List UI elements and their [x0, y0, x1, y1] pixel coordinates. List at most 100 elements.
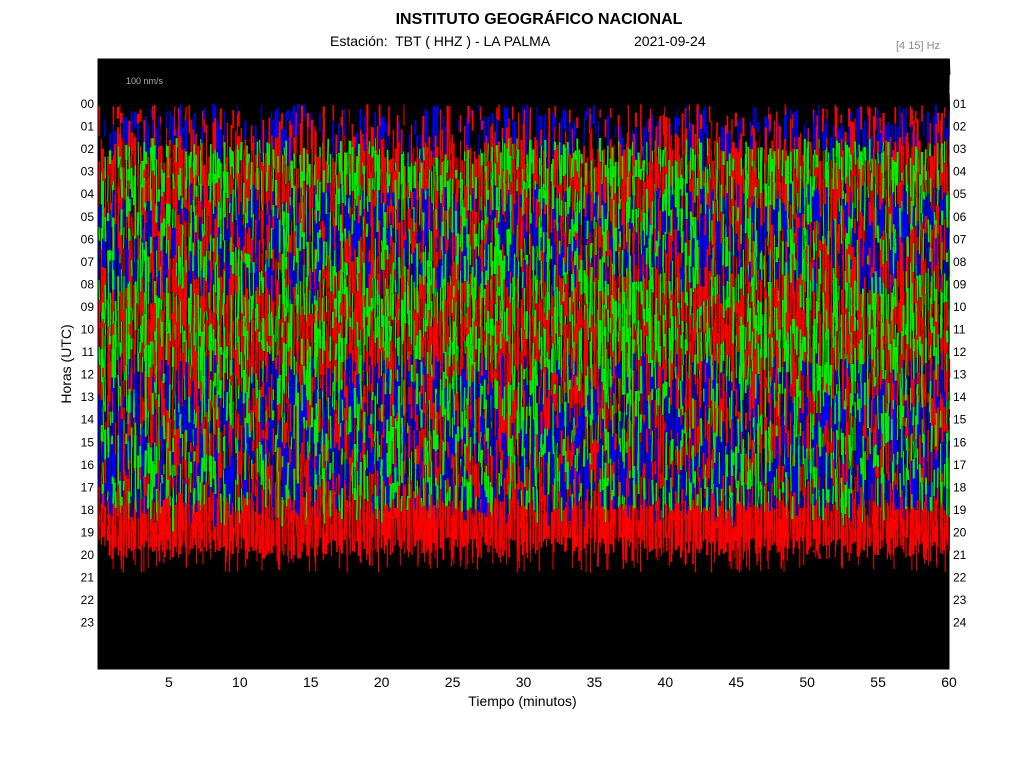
trace-segment [348, 463, 350, 475]
trace-segment [463, 387, 466, 410]
trace-segment [471, 233, 474, 267]
trace-segment [343, 89, 347, 109]
trace-segment [237, 289, 240, 320]
trace-segment [363, 209, 366, 231]
trace-segment [487, 216, 489, 229]
trace-segment [469, 108, 472, 118]
trace-segment [341, 203, 344, 233]
trace-segment [153, 382, 157, 393]
trace-segment [477, 338, 481, 372]
trace-segment [343, 121, 346, 137]
trace-segment [193, 504, 196, 519]
trace-segment [134, 488, 137, 513]
trace-segment [444, 538, 448, 550]
trace-segment [111, 334, 115, 368]
trace-segment [383, 184, 387, 204]
trace-segment [264, 317, 268, 334]
trace-segment [380, 218, 384, 241]
trace-segment [102, 357, 105, 368]
trace-segment [517, 229, 520, 261]
trace-segment [242, 214, 245, 226]
trace-segment [355, 489, 359, 521]
trace-segment [432, 157, 435, 166]
trace-segment [270, 336, 273, 351]
trace-segment [217, 86, 220, 99]
trace-segment [168, 204, 171, 227]
trace-segment [361, 121, 365, 135]
trace-segment [251, 463, 255, 493]
trace-segment [402, 125, 405, 134]
trace-segment [428, 310, 432, 340]
trace-segment [365, 223, 369, 237]
trace-segment [132, 175, 136, 206]
trace-segment [345, 86, 349, 120]
trace-segment [396, 323, 400, 338]
trace-segment [343, 408, 347, 424]
trace-segment [436, 466, 440, 486]
trace-segment [339, 163, 343, 185]
trace-segment [209, 421, 212, 434]
trace-segment [209, 174, 212, 203]
trace-segment [318, 348, 322, 375]
trace-segment [508, 373, 512, 385]
trace-segment [485, 428, 489, 442]
trace-segment [401, 433, 404, 453]
trace-segment [508, 94, 511, 119]
trace-segment [317, 389, 320, 416]
trace-segment [104, 177, 107, 208]
trace-segment [428, 195, 431, 230]
trace-segment [444, 58, 447, 77]
trace-segment [139, 435, 142, 446]
trace-segment [391, 293, 395, 320]
trace-segment [256, 218, 259, 242]
trace-segment [112, 490, 115, 504]
trace-segment [340, 184, 343, 215]
trace-segment [368, 164, 372, 179]
trace-segment [428, 439, 431, 462]
trace-segment [391, 227, 394, 242]
trace-segment [438, 406, 442, 420]
trace-segment [300, 410, 304, 443]
trace-segment [302, 365, 306, 385]
trace-segment [419, 259, 422, 275]
trace-segment [308, 452, 311, 462]
trace-segment [213, 105, 217, 118]
trace-segment [274, 545, 278, 556]
trace-segment [351, 536, 355, 552]
trace-segment [461, 179, 464, 200]
trace-segment [242, 92, 245, 122]
trace-segment [258, 514, 261, 526]
trace-segment [240, 280, 244, 314]
trace-segment [230, 540, 233, 557]
trace-segment [215, 214, 219, 237]
trace-segment [106, 111, 110, 123]
trace-segment [353, 87, 357, 104]
trace-segment [401, 58, 404, 89]
trace-segment [385, 89, 389, 123]
trace-segment [321, 391, 324, 418]
trace-segment [117, 387, 120, 412]
trace-segment [424, 190, 427, 200]
trace-segment [367, 306, 371, 337]
trace-segment [299, 453, 301, 468]
trace-segment [232, 344, 235, 359]
trace-segment [477, 461, 480, 482]
trace-segment [169, 293, 172, 320]
trace-segment [98, 346, 101, 366]
trace-segment [149, 160, 152, 189]
trace-segment [509, 67, 512, 83]
trace-segment [147, 411, 150, 435]
trace-segment [161, 474, 164, 484]
trace-segment [422, 147, 426, 161]
trace-segment [363, 78, 366, 93]
trace-segment [341, 399, 344, 421]
trace-segment [371, 189, 374, 218]
trace-segment [266, 405, 269, 428]
trace-segment [111, 190, 115, 218]
trace-segment [343, 74, 346, 90]
trace-segment [388, 253, 391, 286]
trace-segment [264, 263, 267, 272]
trace-segment [413, 281, 416, 310]
trace-segment [456, 179, 460, 203]
trace-segment [338, 152, 341, 173]
